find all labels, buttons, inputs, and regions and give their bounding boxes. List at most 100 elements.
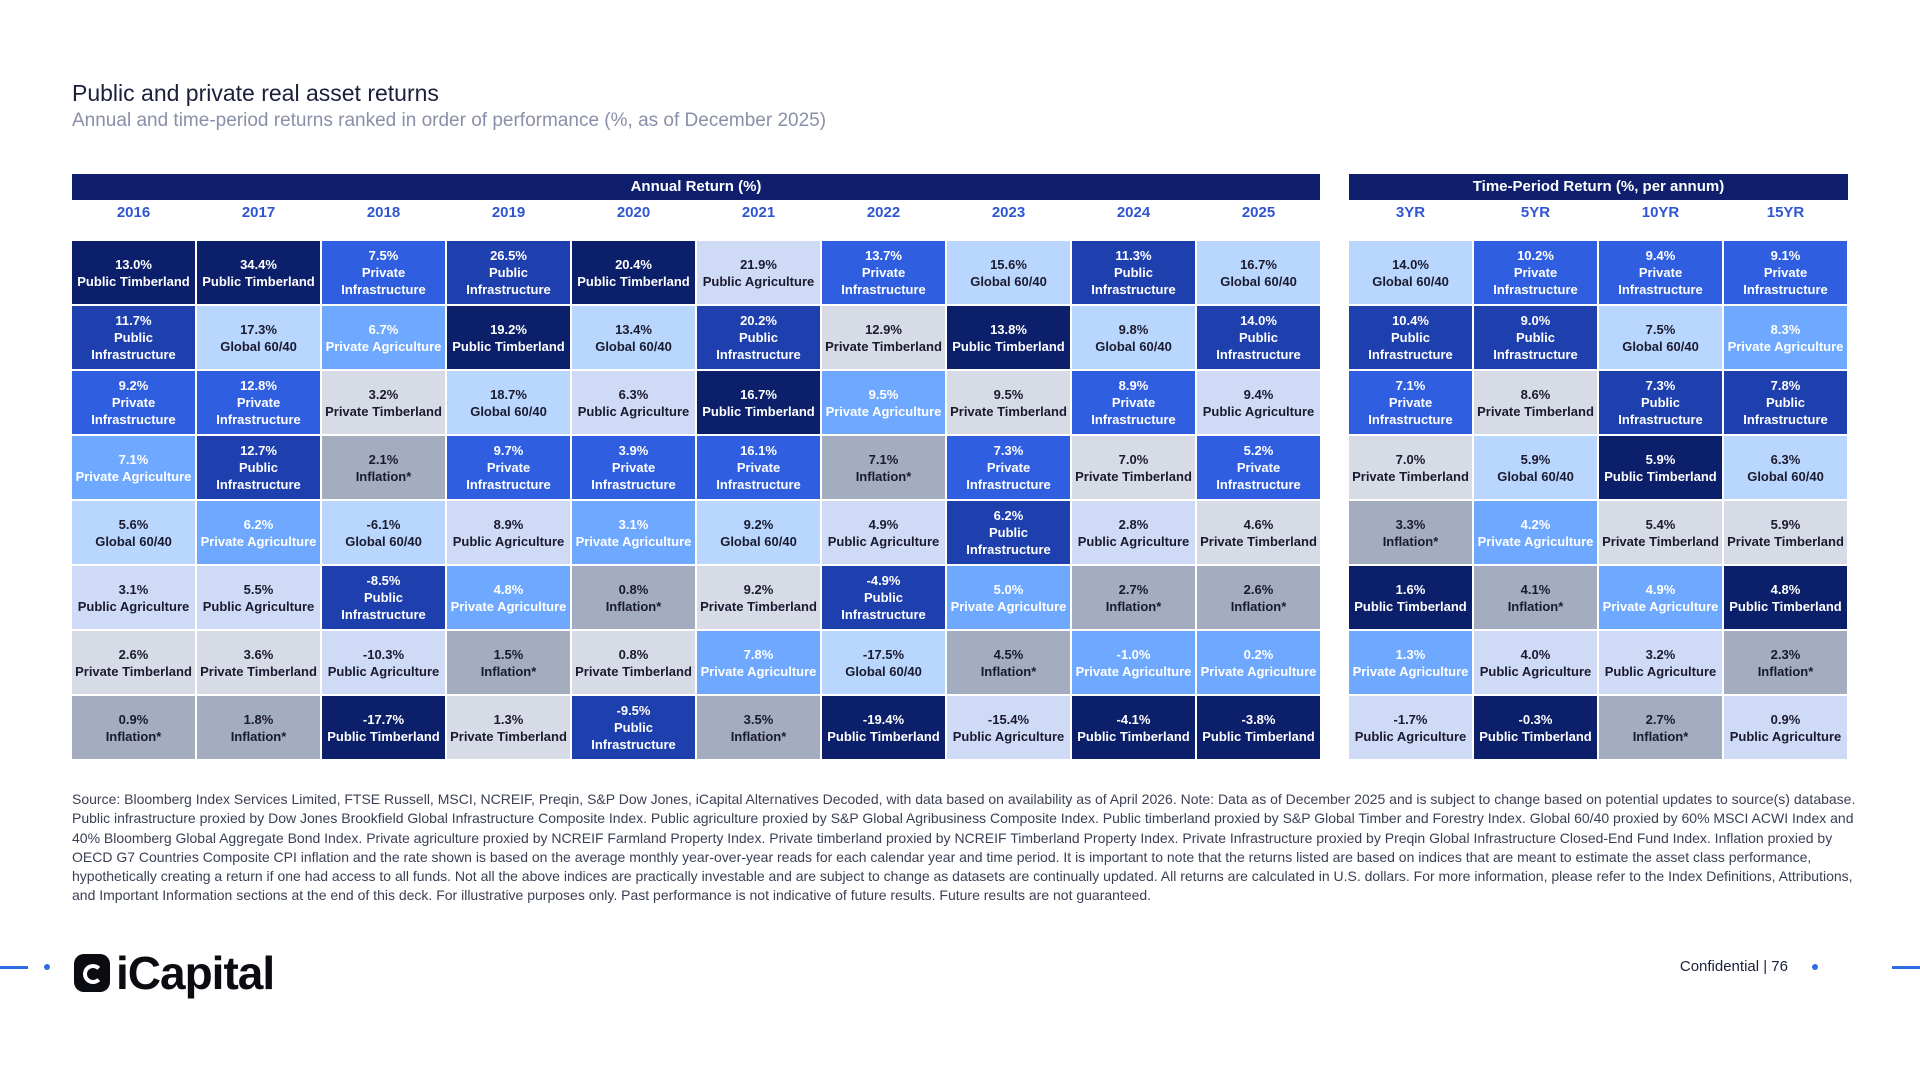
- return-value: 13.4%: [615, 321, 652, 337]
- asset-class-label: Inflation*: [230, 728, 287, 744]
- return-cell: 6.3% Public Agriculture: [572, 371, 695, 434]
- return-value: 3.3%: [1395, 516, 1426, 532]
- return-value: -3.8%: [1241, 711, 1276, 727]
- return-cell: 0.8% Inflation*: [572, 566, 695, 629]
- return-value: 7.8%: [1770, 378, 1801, 393]
- asset-class-label: Public Timberland: [1202, 728, 1315, 744]
- return-value: 6.2%: [993, 508, 1024, 523]
- return-cell: 7.3% Private Infrastructure: [947, 436, 1070, 499]
- return-value: 9.4%: [1645, 248, 1676, 263]
- return-value: 4.8%: [1770, 581, 1801, 597]
- return-value: -9.5%: [616, 703, 651, 718]
- return-cell: 20.4% Public Timberland: [572, 241, 695, 304]
- return-cell: 4.8% Private Agriculture: [447, 566, 570, 629]
- return-value: -1.7%: [1393, 711, 1428, 727]
- asset-class-label: Global 60/40: [1095, 338, 1172, 354]
- return-cell: 8.9% Public Agriculture: [447, 501, 570, 564]
- return-value: 5.9%: [1520, 451, 1551, 467]
- icapital-logo-icon: [74, 954, 110, 992]
- return-cell: -1.0% Private Agriculture: [1072, 631, 1195, 694]
- return-value: 5.6%: [118, 516, 149, 532]
- return-cell: 9.5% Private Agriculture: [822, 371, 945, 434]
- return-value: 0.2%: [1243, 646, 1274, 662]
- return-value: 9.1%: [1770, 248, 1801, 263]
- return-cell: 4.1% Inflation*: [1474, 566, 1597, 629]
- asset-class-label: Public Agriculture: [1729, 728, 1842, 744]
- asset-class-label: Private Infrastructure: [716, 460, 801, 492]
- return-cell: 3.6% Private Timberland: [197, 631, 320, 694]
- asset-class-label: Private Infrastructure: [216, 395, 301, 427]
- return-cell: -0.3% Public Timberland: [1474, 696, 1597, 759]
- asset-class-label: Private Infrastructure: [341, 265, 426, 297]
- return-value: 4.5%: [993, 646, 1024, 662]
- asset-class-label: Public Infrastructure: [1618, 395, 1703, 427]
- period-headers: 3YR 5YR 10YR 15YR: [1349, 202, 1847, 224]
- return-cell: 0.9% Inflation*: [72, 696, 195, 759]
- return-cell: 3.2% Private Timberland: [322, 371, 445, 434]
- return-value: 8.3%: [1770, 321, 1801, 337]
- return-cell: 5.2% Private Infrastructure: [1197, 436, 1320, 499]
- icapital-logo: iCapital: [74, 946, 275, 1000]
- return-value: 2.7%: [1118, 581, 1149, 597]
- return-cell: 4.2% Private Agriculture: [1474, 501, 1597, 564]
- return-value: 12.9%: [865, 321, 902, 337]
- asset-class-label: Inflation*: [730, 728, 787, 744]
- return-cell: 9.8% Global 60/40: [1072, 306, 1195, 369]
- asset-class-label: Public Infrastructure: [841, 590, 926, 622]
- return-value: 9.2%: [118, 378, 149, 393]
- time-period-return-header: Time-Period Return (%, per annum): [1349, 174, 1848, 200]
- asset-class-label: Private Timberland: [1200, 533, 1317, 549]
- asset-class-label: Public Agriculture: [1202, 403, 1315, 419]
- source-note: Source: Bloomberg Index Services Limited…: [72, 791, 1856, 904]
- return-cell: 8.6% Private Timberland: [1474, 371, 1597, 434]
- asset-class-label: Public Agriculture: [1077, 533, 1190, 549]
- return-cell: 10.2% Private Infrastructure: [1474, 241, 1597, 304]
- column-header-2018: 2018: [366, 204, 401, 221]
- asset-class-label: Private Timberland: [325, 403, 442, 419]
- return-cell: 7.3% Public Infrastructure: [1599, 371, 1722, 434]
- asset-class-label: Inflation*: [480, 663, 537, 679]
- asset-class-label: Public Agriculture: [1354, 728, 1467, 744]
- asset-class-label: Public Agriculture: [1604, 663, 1717, 679]
- return-value: 2.7%: [1645, 711, 1676, 727]
- return-cell: 3.3% Inflation*: [1349, 501, 1472, 564]
- asset-class-label: Public Infrastructure: [1743, 395, 1828, 427]
- return-value: 4.9%: [1645, 581, 1676, 597]
- asset-class-label: Public Infrastructure: [591, 720, 676, 752]
- asset-class-label: Private Infrastructure: [1493, 265, 1578, 297]
- asset-class-label: Private Agriculture: [700, 663, 817, 679]
- return-cell: 9.4% Public Agriculture: [1197, 371, 1320, 434]
- return-value: -8.5%: [366, 573, 401, 588]
- return-cell: 10.4% Public Infrastructure: [1349, 306, 1472, 369]
- return-value: 19.2%: [490, 321, 527, 337]
- return-value: 3.6%: [243, 646, 274, 662]
- asset-class-label: Public Timberland: [1479, 728, 1592, 744]
- return-value: 6.7%: [368, 321, 399, 337]
- return-value: -17.7%: [362, 711, 405, 727]
- column-header-3yr: 3YR: [1395, 204, 1426, 221]
- asset-class-label: Private Agriculture: [200, 533, 317, 549]
- asset-class-label: Private Infrastructure: [1216, 460, 1301, 492]
- footer-accent-dot-right: [1812, 964, 1818, 970]
- return-value: 2.8%: [1118, 516, 1149, 532]
- return-value: 2.6%: [1243, 581, 1274, 597]
- return-value: 9.2%: [743, 516, 774, 532]
- return-cell: 4.5% Inflation*: [947, 631, 1070, 694]
- return-value: 7.5%: [1645, 321, 1676, 337]
- return-value: 5.5%: [243, 581, 274, 597]
- asset-class-label: Private Timberland: [1602, 533, 1719, 549]
- asset-class-label: Public Agriculture: [202, 598, 315, 614]
- asset-class-label: Public Timberland: [827, 728, 940, 744]
- return-cell: -4.1% Public Timberland: [1072, 696, 1195, 759]
- asset-class-label: Global 60/40: [220, 338, 297, 354]
- footer-accent-dot-left: [44, 964, 50, 970]
- asset-class-label: Private Agriculture: [825, 403, 942, 419]
- page-subtitle: Annual and time-period returns ranked in…: [72, 110, 827, 131]
- return-cell: 19.2% Public Timberland: [447, 306, 570, 369]
- return-cell: -19.4% Public Timberland: [822, 696, 945, 759]
- return-value: 8.9%: [1118, 378, 1149, 393]
- return-value: 7.1%: [868, 451, 899, 467]
- return-value: 3.2%: [1645, 646, 1676, 662]
- return-cell: 21.9% Public Agriculture: [697, 241, 820, 304]
- return-cell: 7.0% Private Timberland: [1349, 436, 1472, 499]
